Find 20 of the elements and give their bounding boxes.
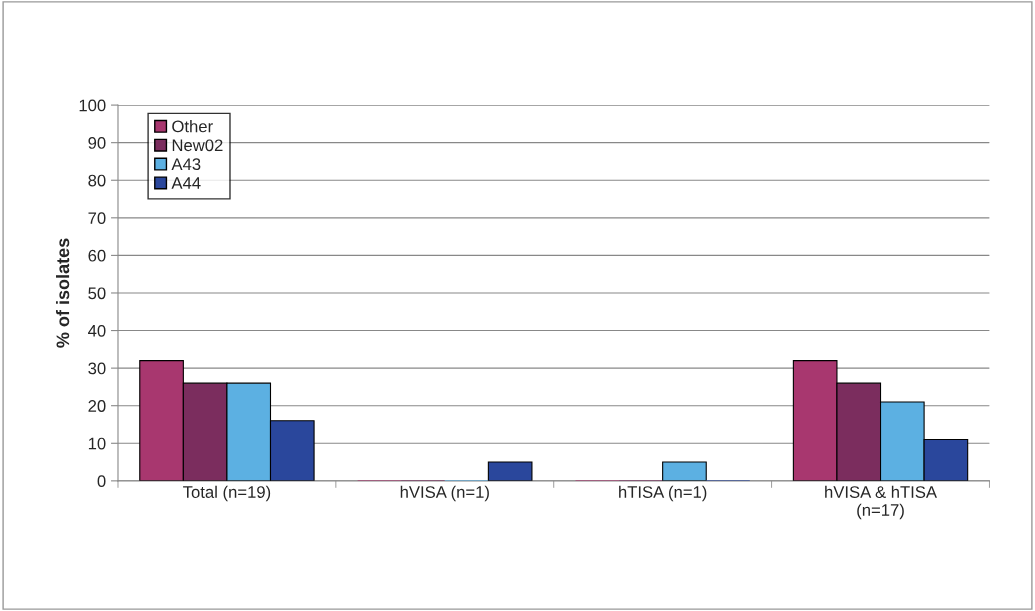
y-tick-label: 70	[88, 212, 106, 225]
y-tick-label: 10	[88, 437, 106, 450]
x-tick-label: hVISA (n=1)	[400, 485, 489, 502]
y-tick-label: 30	[88, 362, 106, 375]
y-tick-label: 100	[79, 99, 106, 112]
legend-label: New02	[172, 139, 223, 152]
y-tick-label: 20	[88, 400, 106, 412]
legend-label: Other	[172, 120, 213, 133]
legend-label: A43	[171, 158, 201, 171]
y-tick-label: 40	[88, 324, 106, 337]
y-tick-label: 0	[97, 475, 106, 488]
y-axis-title: % of isolates	[55, 238, 70, 348]
y-tick-label: 90	[88, 137, 106, 149]
x-tick-label: Total (n=19)	[183, 485, 271, 502]
y-tick-label: 60	[88, 249, 106, 262]
legend-label: A44	[171, 177, 201, 189]
y-tick-label: 50	[88, 287, 106, 300]
x-tick-label: hTISA (n=1)	[619, 485, 707, 502]
y-tick-label: 80	[88, 174, 106, 187]
x-tick-label: hVISA & hTISA (n=17)	[825, 485, 938, 520]
